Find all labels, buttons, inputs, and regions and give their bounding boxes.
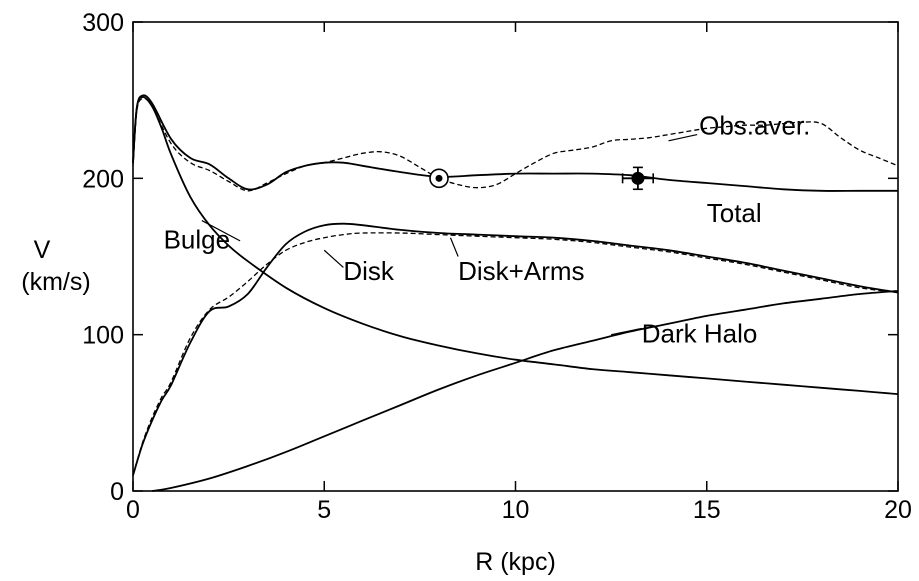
series-line-disk [132, 222, 899, 476]
y-axis-label-line-2: (km/s) [21, 268, 90, 296]
y-axis-label-line-1: V [34, 236, 51, 264]
series-line-disk-arms [132, 232, 899, 476]
curve-annotations: Obs.aver. Total Bulge Disk Disk+Arms Dark Hal… [164, 111, 811, 349]
y-tick-label: 100 [82, 322, 124, 350]
curve-label-dark-halo: Dark Halo [642, 318, 758, 348]
curve-label-disk-arms: Disk+Arms [458, 256, 584, 286]
series-line-bulge [132, 96, 899, 395]
y-tick-label: 300 [82, 9, 124, 37]
curve-label-disk-arms-leader [449, 237, 459, 257]
curve-label-obs-aver: Obs.aver. [699, 111, 810, 141]
sun-marker-dot [435, 174, 443, 182]
curve-label-obs-aver-leader [668, 133, 698, 142]
x-tick-label: 5 [317, 496, 331, 524]
x-tick-label: 0 [126, 496, 140, 524]
curve-label-bulge-leader [201, 220, 241, 242]
x-axis-label: R (kpc) [475, 548, 556, 576]
x-tick-label: 15 [693, 496, 721, 524]
x-tick-label: 20 [884, 496, 912, 524]
curve-label-total: Total [707, 198, 762, 228]
series-line-total [132, 94, 898, 192]
data-markers [429, 166, 655, 191]
obs-point-marker [631, 171, 645, 185]
curve-label-bulge: Bulge [164, 225, 231, 255]
curves [132, 94, 899, 492]
y-tick-label: 200 [82, 165, 124, 193]
curve-label-disk: Disk [343, 256, 395, 286]
x-tick-label: 10 [502, 496, 530, 524]
curve-label-disk-leader [323, 249, 344, 268]
y-tick-label: 0 [110, 478, 124, 506]
curve-label-dark-halo-leader [611, 327, 642, 336]
series-line-obs-aver [132, 97, 899, 192]
series-line-dark-halo [151, 290, 899, 492]
